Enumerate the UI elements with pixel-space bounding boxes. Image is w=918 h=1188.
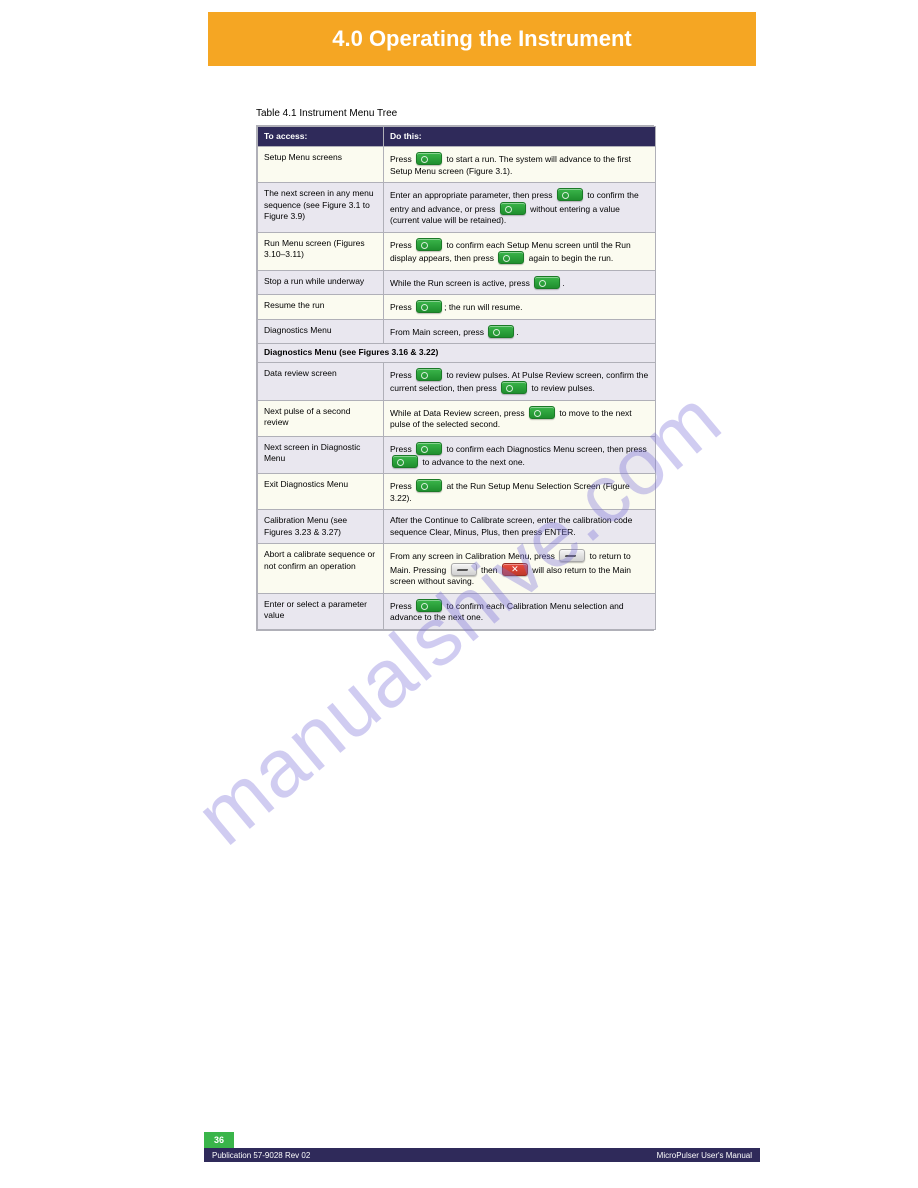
table-header-row: To access: Do this: [258, 127, 656, 147]
action-text: Press [390, 444, 414, 454]
page-footer: 36 Publication 57-9028 Rev 02 MicroPulse… [204, 1132, 760, 1162]
action-text: Press [390, 370, 414, 380]
action-text: to review pulses. [529, 383, 595, 393]
action-text: Press [390, 601, 414, 611]
action-text: again to begin the run. [526, 253, 613, 263]
cell-action: While at Data Review screen, press to mo… [384, 400, 656, 436]
table-row: Resume the runPress ; the run will resum… [258, 295, 656, 319]
enter-button-icon [557, 188, 583, 201]
enter-button-icon [416, 300, 442, 313]
cell-action: Press to confirm each Setup Menu screen … [384, 232, 656, 270]
action-text: Press [390, 154, 414, 164]
enter-button-icon [534, 276, 560, 289]
col-header-access: To access: [258, 127, 384, 147]
action-text: From any screen in Calibration Menu, pre… [390, 551, 557, 561]
action-text: Press [390, 481, 414, 491]
cell-action: Enter an appropriate parameter, then pre… [384, 183, 656, 232]
enter-button-icon [500, 202, 526, 215]
section-banner: 4.0 Operating the Instrument [208, 12, 756, 66]
table-row: Setup Menu screensPress to start a run. … [258, 147, 656, 183]
col-header-action: Do this: [384, 127, 656, 147]
cell-action: After the Continue to Calibrate screen, … [384, 510, 656, 544]
cell-access: Setup Menu screens [258, 147, 384, 183]
enter-button-icon [501, 381, 527, 394]
table-row: Exit Diagnostics MenuPress at the Run Se… [258, 474, 656, 510]
cell-access: Abort a calibrate sequence or not confir… [258, 544, 384, 593]
action-text: From Main screen, press [390, 327, 486, 337]
cell-access: Next pulse of a second review [258, 400, 384, 436]
cell-access: Diagnostics Menu [258, 319, 384, 343]
cell-action: Press to start a run. The system will ad… [384, 147, 656, 183]
enter-button-icon [416, 442, 442, 455]
table-caption: Table 4.1 Instrument Menu Tree [256, 108, 397, 119]
action-text: While the Run screen is active, press [390, 278, 532, 288]
table-row: Run Menu screen (Figures 3.10–3.11)Press… [258, 232, 656, 270]
enter-button-icon [529, 406, 555, 419]
action-text: to advance to the next one. [420, 457, 525, 467]
table-row: Diagnostics Menu (see Figures 3.16 & 3.2… [258, 344, 656, 362]
section-label: Diagnostics Menu (see Figures 3.16 & 3.2… [258, 344, 656, 362]
cell-access: Run Menu screen (Figures 3.10–3.11) [258, 232, 384, 270]
enter-button-icon [416, 599, 442, 612]
enter-button-icon [416, 152, 442, 165]
cell-action: Press at the Run Setup Menu Selection Sc… [384, 474, 656, 510]
enter-button-icon [392, 455, 418, 468]
table-row: Next pulse of a second reviewWhile at Da… [258, 400, 656, 436]
table-row: Diagnostics MenuFrom Main screen, press … [258, 319, 656, 343]
cell-action: Press to confirm each Diagnostics Menu s… [384, 436, 656, 474]
cell-access: Resume the run [258, 295, 384, 319]
cell-access: Calibration Menu (see Figures 3.23 & 3.2… [258, 510, 384, 544]
table-row: The next screen in any menu sequence (se… [258, 183, 656, 232]
cell-action: While the Run screen is active, press . [384, 270, 656, 294]
table-row: Enter or select a parameter valuePress t… [258, 593, 656, 629]
action-text: . [516, 327, 518, 337]
action-text: Press [390, 240, 414, 250]
cell-access: The next screen in any menu sequence (se… [258, 183, 384, 232]
enter-button-icon [416, 368, 442, 381]
clear-button-icon [559, 549, 585, 562]
cell-action: From any screen in Calibration Menu, pre… [384, 544, 656, 593]
enter-button-icon [498, 251, 524, 264]
cell-access: Data review screen [258, 362, 384, 400]
action-text: then [479, 565, 500, 575]
enter-button-icon [416, 238, 442, 251]
action-text: ; the run will resume. [444, 302, 522, 312]
stop-button-icon [502, 563, 528, 576]
menu-tree-table: To access: Do this: Setup Menu screensPr… [256, 125, 654, 631]
cell-action: Press to review pulses. At Pulse Review … [384, 362, 656, 400]
cell-access: Enter or select a parameter value [258, 593, 384, 629]
page-number: 36 [204, 1132, 234, 1148]
footer-right: MicroPulser User's Manual [657, 1151, 752, 1160]
footer-left: Publication 57-9028 Rev 02 [212, 1151, 310, 1160]
banner-title: 4.0 Operating the Instrument [332, 26, 632, 52]
table-row: Next screen in Diagnostic MenuPress to c… [258, 436, 656, 474]
cell-action: Press to confirm each Calibration Menu s… [384, 593, 656, 629]
action-text: to confirm each Diagnostics Menu screen,… [444, 444, 647, 454]
action-text: . [562, 278, 564, 288]
cell-action: Press ; the run will resume. [384, 295, 656, 319]
enter-button-icon [488, 325, 514, 338]
cell-access: Stop a run while underway [258, 270, 384, 294]
table-row: Stop a run while underwayWhile the Run s… [258, 270, 656, 294]
cell-access: Next screen in Diagnostic Menu [258, 436, 384, 474]
cell-action: From Main screen, press . [384, 319, 656, 343]
clear-button-icon [451, 563, 477, 576]
action-text: Enter an appropriate parameter, then pre… [390, 190, 555, 200]
table-row: Abort a calibrate sequence or not confir… [258, 544, 656, 593]
action-text: Press [390, 302, 414, 312]
cell-access: Exit Diagnostics Menu [258, 474, 384, 510]
table-row: Data review screenPress to review pulses… [258, 362, 656, 400]
table-row: Calibration Menu (see Figures 3.23 & 3.2… [258, 510, 656, 544]
enter-button-icon [416, 479, 442, 492]
action-text: After the Continue to Calibrate screen, … [390, 515, 632, 536]
action-text: While at Data Review screen, press [390, 408, 527, 418]
